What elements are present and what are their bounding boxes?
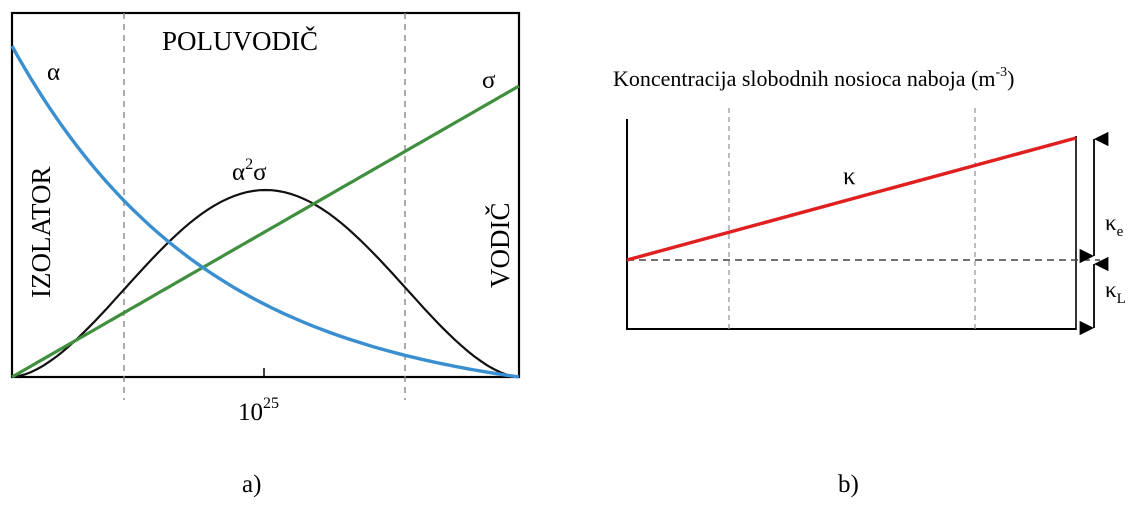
product-label: α2σ [232, 156, 267, 186]
panel-b: Koncentracija slobodnih nosioca naboja (… [613, 65, 1126, 498]
panel-b-title: Koncentracija slobodnih nosioca naboja (… [613, 65, 1014, 91]
x-tick-label: 1025 [238, 395, 279, 426]
panel-a: POLUVODIČ α σ α2σ IZOLATOR VODIČ 1025 a) [10, 11, 521, 498]
alpha-curve [10, 45, 520, 379]
sigma-curve [11, 84, 520, 379]
region-label-semiconductor: POLUVODIČ [162, 26, 318, 56]
sigma-label: σ [482, 67, 496, 94]
alpha-label: α [47, 59, 60, 86]
kappa-label: κ [843, 163, 856, 190]
kappa-e-label: κe [1105, 210, 1124, 240]
panel-a-caption: a) [242, 471, 261, 498]
region-label-insulator: IZOLATOR [26, 167, 56, 299]
region-label-conductor: VODIČ [485, 203, 515, 289]
kappa-line [626, 136, 1077, 262]
product-curve [11, 188, 520, 379]
panel-a-frame [10, 11, 521, 379]
panel-b-caption: b) [838, 471, 859, 498]
kappa-l-label: κL [1105, 277, 1126, 307]
